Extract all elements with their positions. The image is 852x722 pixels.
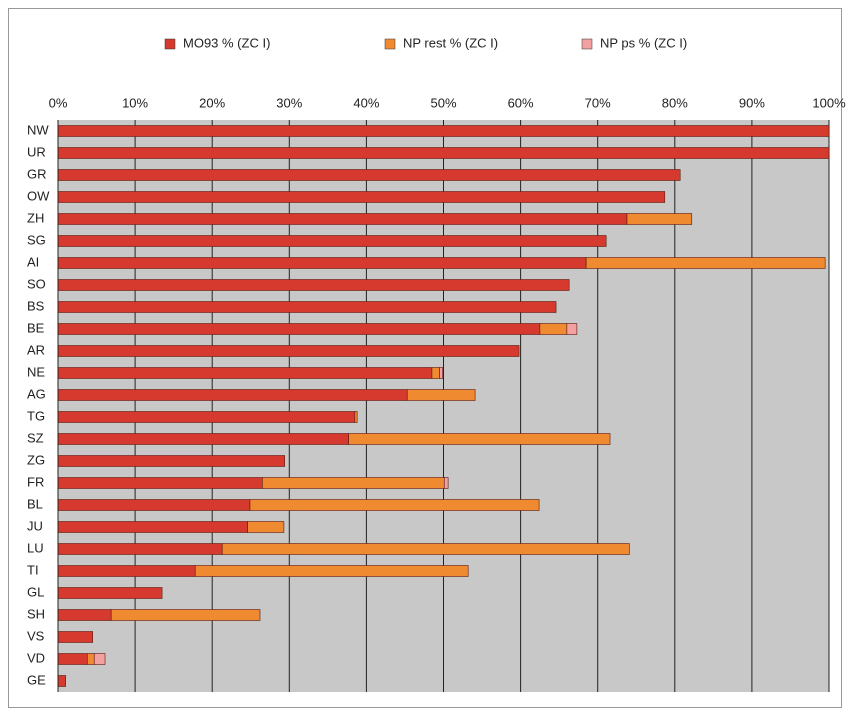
- y-tick-label: FR: [27, 474, 44, 489]
- y-tick-label: SZ: [27, 430, 44, 445]
- bar-segment: [57, 169, 681, 181]
- y-tick-label: GL: [27, 584, 44, 599]
- bar-segment: [354, 411, 358, 423]
- y-tick-label: VS: [27, 628, 45, 643]
- bar-segment: [443, 477, 449, 489]
- y-tick-label: AG: [27, 386, 46, 401]
- bar-segment: [57, 499, 251, 511]
- x-tick-label: 10%: [122, 95, 148, 110]
- bar-segment: [57, 455, 285, 467]
- bar-segment: [247, 521, 285, 533]
- y-tick-label: TG: [27, 408, 45, 423]
- legend-swatch: [581, 38, 593, 50]
- bar-segment: [110, 609, 261, 621]
- y-tick-label: JU: [27, 518, 43, 533]
- y-tick-label: LU: [27, 540, 44, 555]
- y-tick-label: BS: [27, 298, 45, 313]
- bar-segment: [57, 213, 628, 225]
- x-tick-label: 0%: [49, 95, 68, 110]
- bar-segment: [585, 257, 826, 269]
- bar-segment: [194, 565, 469, 577]
- bar-segment: [262, 477, 445, 489]
- bar-segment: [57, 147, 830, 159]
- x-tick-label: 100%: [812, 95, 846, 110]
- x-tick-label: 40%: [353, 95, 379, 110]
- bar-segment: [57, 279, 570, 291]
- bar-segment: [93, 653, 106, 665]
- bar-segment: [57, 587, 163, 599]
- legend-swatch: [384, 38, 396, 50]
- x-tick-label: 90%: [739, 95, 765, 110]
- bar-segment: [57, 477, 263, 489]
- x-tick-label: 50%: [430, 95, 456, 110]
- y-tick-label: OW: [27, 188, 50, 203]
- bar-segment: [57, 609, 112, 621]
- bar-segment: [57, 301, 557, 313]
- y-tick-label: GE: [27, 672, 46, 687]
- x-tick-label: 60%: [508, 95, 534, 110]
- legend-swatch: [164, 38, 176, 50]
- bar-segment: [57, 367, 433, 379]
- bar-segment: [86, 653, 95, 665]
- y-tick-label: NE: [27, 364, 45, 379]
- x-tick-label: 80%: [662, 95, 688, 110]
- bar-segment: [57, 543, 223, 555]
- y-tick-label: ZH: [27, 210, 44, 225]
- bar-segment: [439, 367, 444, 379]
- y-tick-label: SG: [27, 232, 46, 247]
- y-tick-label: BE: [27, 320, 45, 335]
- bar-segment: [221, 543, 630, 555]
- bar-segment: [539, 323, 568, 335]
- y-tick-label: NW: [27, 122, 49, 137]
- y-tick-label: UR: [27, 144, 46, 159]
- bar-segment: [57, 411, 356, 423]
- y-tick-label: GR: [27, 166, 47, 181]
- y-tick-label: ZG: [27, 452, 45, 467]
- y-tick-label: TI: [27, 562, 39, 577]
- y-tick-label: SH: [27, 606, 45, 621]
- legend-label: NP rest % (ZC I): [403, 35, 498, 50]
- bar-segment: [566, 323, 578, 335]
- bar-segment: [431, 367, 440, 379]
- bar-segment: [57, 653, 88, 665]
- bar-segment: [57, 125, 830, 137]
- bar-segment: [57, 389, 408, 401]
- bar-segment: [348, 433, 611, 445]
- bar-segment: [57, 257, 587, 269]
- legend-label: MO93 % (ZC I): [183, 35, 270, 50]
- bar-segment: [57, 191, 666, 203]
- x-tick-label: 20%: [199, 95, 225, 110]
- bar-segment: [406, 389, 476, 401]
- bar-segment: [57, 235, 607, 247]
- bar-segment: [57, 345, 520, 357]
- y-tick-label: VD: [27, 650, 45, 665]
- bar-segment: [57, 521, 248, 533]
- x-tick-label: 30%: [276, 95, 302, 110]
- bar-segment: [57, 565, 196, 577]
- bar-segment: [57, 631, 93, 643]
- x-tick-label: 70%: [585, 95, 611, 110]
- bar-segment: [249, 499, 540, 511]
- y-tick-label: AI: [27, 254, 39, 269]
- y-tick-label: AR: [27, 342, 45, 357]
- bar-segment: [57, 323, 541, 335]
- y-tick-label: BL: [27, 496, 43, 511]
- bar-segment: [57, 675, 67, 687]
- legend-label: NP ps % (ZC I): [600, 35, 687, 50]
- bar-segment: [626, 213, 693, 225]
- y-tick-label: SO: [27, 276, 46, 291]
- bar-segment: [57, 433, 349, 445]
